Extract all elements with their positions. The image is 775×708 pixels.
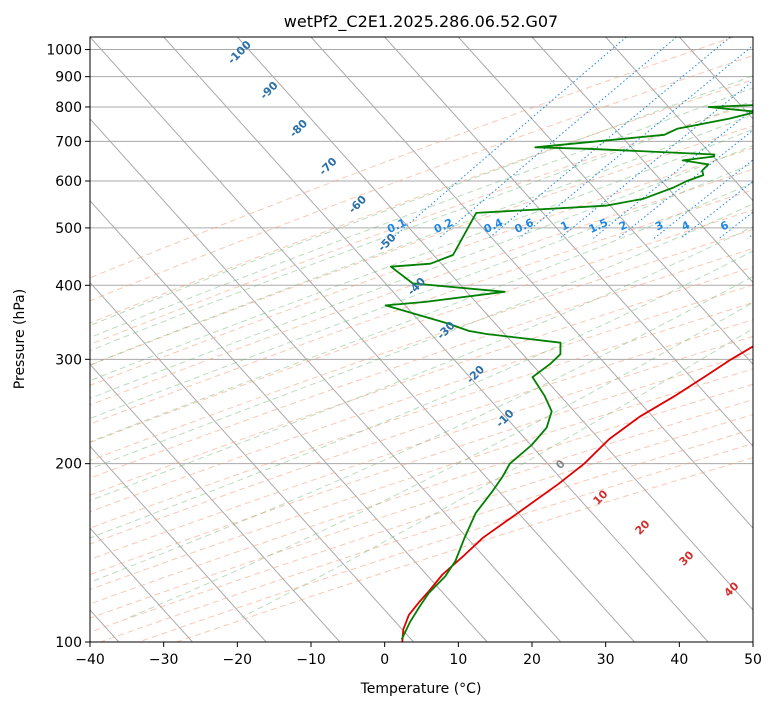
- isotherm-line: [90, 118, 562, 642]
- isotherm-line: [752, 37, 753, 38]
- mixing-ratio-line: [518, 44, 753, 239]
- moist-adiabat: [241, 328, 753, 618]
- x-tick-label: −30: [149, 652, 179, 668]
- y-tick-label: 900: [55, 70, 82, 86]
- dry-adiabat: [90, 147, 753, 386]
- dry-adiabat: [90, 228, 753, 462]
- x-tick-label: 30: [597, 652, 615, 668]
- dewpoint-profile: [384, 104, 753, 640]
- x-axis-label: Temperature (°C): [360, 681, 482, 697]
- x-tick-label: 0: [380, 652, 389, 668]
- dry-adiabat: [90, 54, 753, 302]
- x-tick-label: 50: [744, 652, 762, 668]
- dry-adiabat: [90, 335, 753, 560]
- y-tick-label: 300: [55, 352, 82, 368]
- y-tick-label: 800: [55, 100, 82, 116]
- isotherm-line: [531, 37, 753, 284]
- moist-adiabat: [90, 250, 753, 539]
- y-tick-label: 600: [55, 174, 82, 190]
- moist-adiabat: [90, 275, 753, 583]
- isotherm-line: [384, 37, 753, 448]
- isotherm-line: [90, 281, 414, 642]
- dry-adiabat: [90, 189, 753, 425]
- dry-adiabat: [90, 37, 734, 279]
- isotherm-grid: [90, 37, 753, 642]
- isotherm-line: [90, 445, 267, 642]
- chart-title: wetPf2_C2E1.2025.286.06.52.G07: [284, 12, 558, 32]
- isotherm-line: [457, 37, 753, 366]
- temperature-profile: [401, 345, 753, 642]
- y-tick-label: 400: [55, 278, 82, 294]
- y-axis-label: Pressure (hPa): [12, 289, 28, 389]
- mixing-ratio-lines: [391, 37, 775, 239]
- y-tick-label: 200: [55, 457, 82, 473]
- x-tick-label: 40: [670, 652, 688, 668]
- moist-adiabat: [90, 75, 753, 326]
- plot-background: [90, 37, 753, 642]
- isotherm-line: [90, 363, 341, 642]
- isobar-grid: [90, 49, 753, 642]
- isotherm-line: [90, 37, 635, 642]
- x-tick-label: 20: [523, 652, 541, 668]
- dry-adiabat: [90, 168, 753, 406]
- isotherm-line: [236, 37, 753, 611]
- y-axis-ticks: 1000 900 800 700 600 500 400 300 200 100: [46, 43, 90, 651]
- x-tick-label: 10: [449, 652, 467, 668]
- mixing-ratio-line: [770, 37, 775, 238]
- dry-adiabat: [90, 284, 753, 513]
- x-tick-label: −20: [223, 652, 253, 668]
- x-axis-ticks: −40 −30 −20 −10 0 10 20 30 40 50: [75, 642, 762, 668]
- profile-series: [384, 104, 753, 642]
- dry-adiabats: [90, 37, 753, 642]
- mixing-ratio-line: [617, 129, 753, 239]
- x-tick-label: −10: [296, 652, 326, 668]
- mixing-ratio-line: [680, 180, 753, 239]
- isotherm-line: [310, 37, 753, 529]
- isotherm-line: [605, 37, 753, 202]
- moist-adiabat: [90, 144, 753, 399]
- y-tick-label: 700: [55, 134, 82, 150]
- y-tick-label: 500: [55, 221, 82, 237]
- moist-adiabat: [90, 162, 753, 420]
- isotherm-line: [163, 37, 709, 642]
- x-tick-label: −40: [75, 652, 105, 668]
- moist-adiabats: [90, 75, 753, 618]
- y-tick-label: 1000: [46, 43, 82, 59]
- moist-adiabat: [90, 226, 753, 502]
- y-tick-label: 100: [55, 635, 82, 651]
- plot-frame: [89, 36, 754, 643]
- dry-adiabat: [90, 368, 753, 590]
- mixing-ratio-line: [391, 37, 627, 239]
- isotherm-line: [90, 527, 193, 642]
- dry-adiabat: [90, 319, 753, 545]
